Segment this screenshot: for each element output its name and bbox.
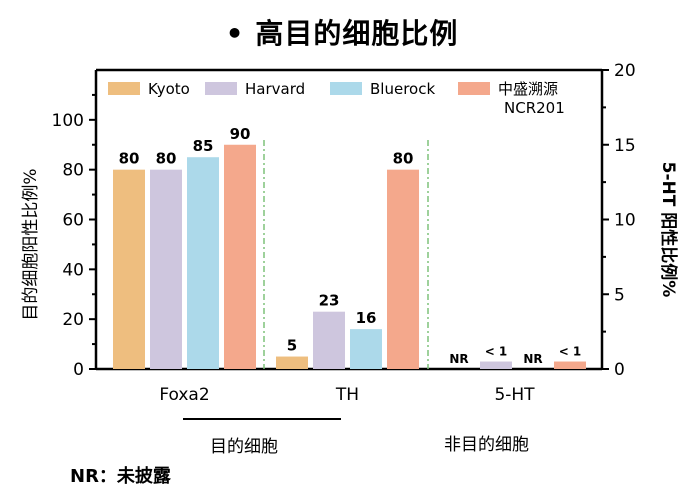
x-tick-label: Foxa2	[159, 385, 209, 405]
bar	[554, 361, 586, 369]
bar	[387, 169, 419, 369]
data-label: 80	[119, 150, 140, 168]
data-label: NR	[523, 352, 542, 366]
x-tick-label: 5-HT	[494, 385, 535, 405]
bar	[224, 144, 256, 369]
data-label: < 1	[485, 345, 508, 359]
y-tick-label: 0	[73, 360, 84, 380]
y-axis-title: 目的细胞阳性比例%	[21, 168, 41, 320]
data-label: 85	[193, 137, 214, 155]
y2-tick-label: 15	[614, 136, 636, 156]
data-label: 90	[230, 125, 251, 143]
y2-tick-label: 10	[614, 211, 636, 231]
data-label: 80	[156, 150, 177, 168]
bar	[187, 157, 219, 369]
y-tick-label: 100	[52, 111, 84, 131]
legend-swatch	[330, 82, 362, 95]
legend-label: Kyoto	[148, 80, 190, 98]
legend-label: Harvard	[245, 80, 305, 98]
group-label-target: 目的细胞	[210, 437, 278, 457]
group-label-nontarget: 非目的细胞	[444, 435, 529, 455]
legend-label: NCR201	[504, 99, 565, 117]
y2-tick-label: 20	[614, 61, 636, 81]
y-tick-label: 80	[62, 161, 84, 181]
data-label: NR	[449, 352, 468, 366]
x-tick-label: TH	[335, 385, 359, 405]
data-label: 23	[319, 292, 340, 310]
y2-tick-label: 0	[614, 360, 625, 380]
data-label: 5	[287, 337, 297, 355]
chart-title: • 高目的细胞比例	[225, 17, 459, 50]
footnote: NR：未披露	[70, 466, 171, 487]
y2-tick-label: 5	[614, 285, 625, 305]
legend-swatch	[108, 82, 140, 95]
data-label: < 1	[559, 345, 582, 359]
y-tick-label: 20	[62, 310, 84, 330]
y-tick-label: 40	[62, 260, 84, 280]
data-label: 80	[393, 150, 414, 168]
legend-swatch	[205, 82, 237, 95]
y2-axis-title: 5-HT 阳性比例%	[658, 162, 679, 298]
bar	[350, 329, 382, 369]
bar	[480, 361, 512, 369]
bar	[150, 169, 182, 369]
legend-swatch	[458, 82, 490, 95]
legend-label: 中盛溯源	[498, 80, 558, 98]
data-label: 16	[356, 309, 377, 327]
bar	[276, 356, 308, 369]
bar	[313, 311, 345, 369]
legend-label: Bluerock	[370, 80, 435, 98]
bar	[113, 169, 145, 369]
y-tick-label: 60	[62, 211, 84, 231]
